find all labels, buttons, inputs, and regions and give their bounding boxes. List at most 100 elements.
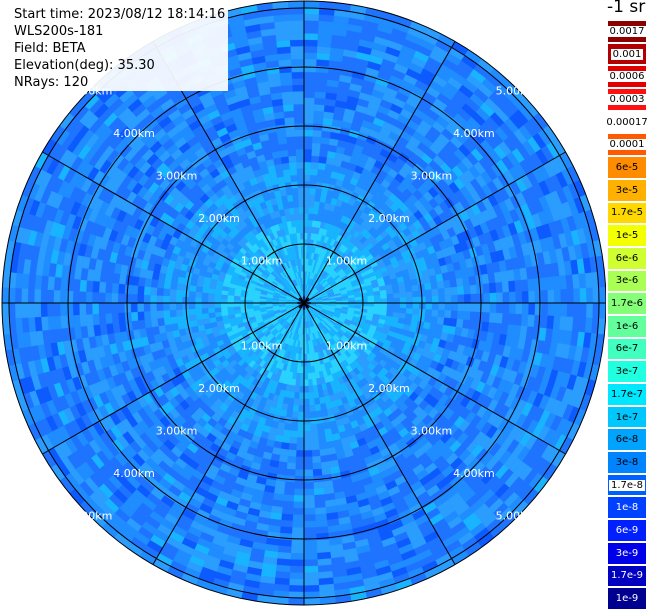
field-cell	[386, 302, 394, 308]
field-cell	[424, 289, 433, 297]
field-cell	[295, 450, 305, 458]
field-cell	[279, 71, 293, 80]
field-cell	[291, 77, 305, 86]
field-cell	[283, 110, 295, 119]
field-cell	[314, 507, 327, 515]
field-cell	[194, 297, 202, 304]
field-cell	[299, 385, 305, 393]
field-cell	[303, 443, 312, 451]
field-cell	[425, 296, 433, 304]
field-cell	[156, 310, 164, 319]
field-cell	[313, 110, 325, 119]
field-cell	[295, 456, 305, 464]
field-cell	[279, 149, 289, 158]
field-cell	[315, 519, 328, 528]
field-cell	[303, 161, 312, 169]
field-cell	[290, 540, 305, 548]
field-cell	[136, 294, 145, 304]
field-cell	[294, 469, 305, 477]
field-cell	[393, 297, 401, 304]
field-cell	[291, 71, 305, 79]
field-cell	[573, 302, 581, 318]
field-cell	[296, 155, 305, 163]
field-cell	[288, 155, 297, 163]
field-cell	[309, 411, 317, 419]
field-cell	[367, 299, 375, 304]
field-cell	[207, 297, 215, 304]
field-cell	[315, 71, 329, 80]
field-cell	[463, 302, 472, 312]
field-cell	[149, 302, 157, 312]
field-cell	[289, 559, 305, 567]
field-cell	[303, 135, 313, 144]
field-cell	[188, 308, 196, 316]
field-cell	[541, 302, 549, 317]
field-cell	[289, 32, 305, 41]
field-cell	[303, 411, 311, 419]
field-cell	[488, 312, 497, 324]
field-cell	[560, 288, 568, 304]
field-cell	[278, 143, 289, 152]
field-cell	[303, 174, 311, 182]
field-cell	[314, 84, 328, 93]
field-cell	[310, 436, 320, 445]
field-cell	[282, 500, 294, 509]
field-cell	[175, 309, 184, 317]
field-cell	[295, 142, 305, 150]
field-cell	[298, 200, 305, 208]
field-cell	[285, 129, 296, 138]
field-cell	[547, 302, 555, 317]
field-cell	[144, 277, 153, 288]
field-cell	[296, 232, 301, 240]
field-cell	[111, 292, 119, 304]
field-cell	[573, 288, 581, 304]
field-cell	[181, 302, 190, 310]
field-cell	[292, 404, 299, 413]
field-cell	[281, 162, 291, 171]
field-cell	[521, 290, 530, 304]
field-cell	[280, 84, 294, 93]
field-cell	[311, 455, 322, 464]
field-cell	[297, 424, 305, 432]
field-cell	[66, 290, 74, 304]
field-cell	[295, 462, 305, 471]
field-cell	[313, 397, 321, 406]
field-cell	[514, 313, 523, 327]
field-cell	[66, 302, 74, 316]
field-cell	[91, 302, 100, 315]
field-cell	[501, 313, 510, 325]
field-cell	[425, 302, 433, 310]
field-cell	[560, 302, 568, 318]
field-cell	[354, 296, 362, 301]
field-cell	[285, 468, 296, 477]
field-cell	[283, 487, 295, 496]
field-cell	[303, 129, 314, 137]
field-cell	[162, 295, 170, 304]
field-cell	[279, 526, 293, 535]
field-cell	[298, 398, 305, 406]
field-cell	[85, 313, 94, 327]
field-cell	[282, 97, 294, 106]
field-cell	[293, 206, 300, 215]
field-cell	[98, 291, 106, 304]
field-cell	[296, 161, 305, 169]
field-cell	[72, 290, 80, 304]
field-cell	[53, 289, 61, 304]
field-cell	[295, 135, 305, 144]
field-cell	[319, 143, 330, 152]
field-cell	[374, 302, 382, 308]
field-cell	[144, 318, 153, 329]
field-cell	[78, 290, 87, 304]
field-cell	[287, 148, 297, 157]
field-cell	[438, 295, 446, 304]
field-cell	[508, 280, 516, 293]
field-cell	[169, 316, 178, 325]
field-cell	[294, 116, 305, 124]
field-cell	[430, 316, 439, 325]
field-cell	[488, 282, 497, 294]
field-cell	[501, 281, 510, 293]
field-cell	[444, 310, 452, 319]
field-cell	[444, 295, 452, 304]
field-cell	[502, 302, 510, 315]
field-cell	[78, 302, 87, 316]
